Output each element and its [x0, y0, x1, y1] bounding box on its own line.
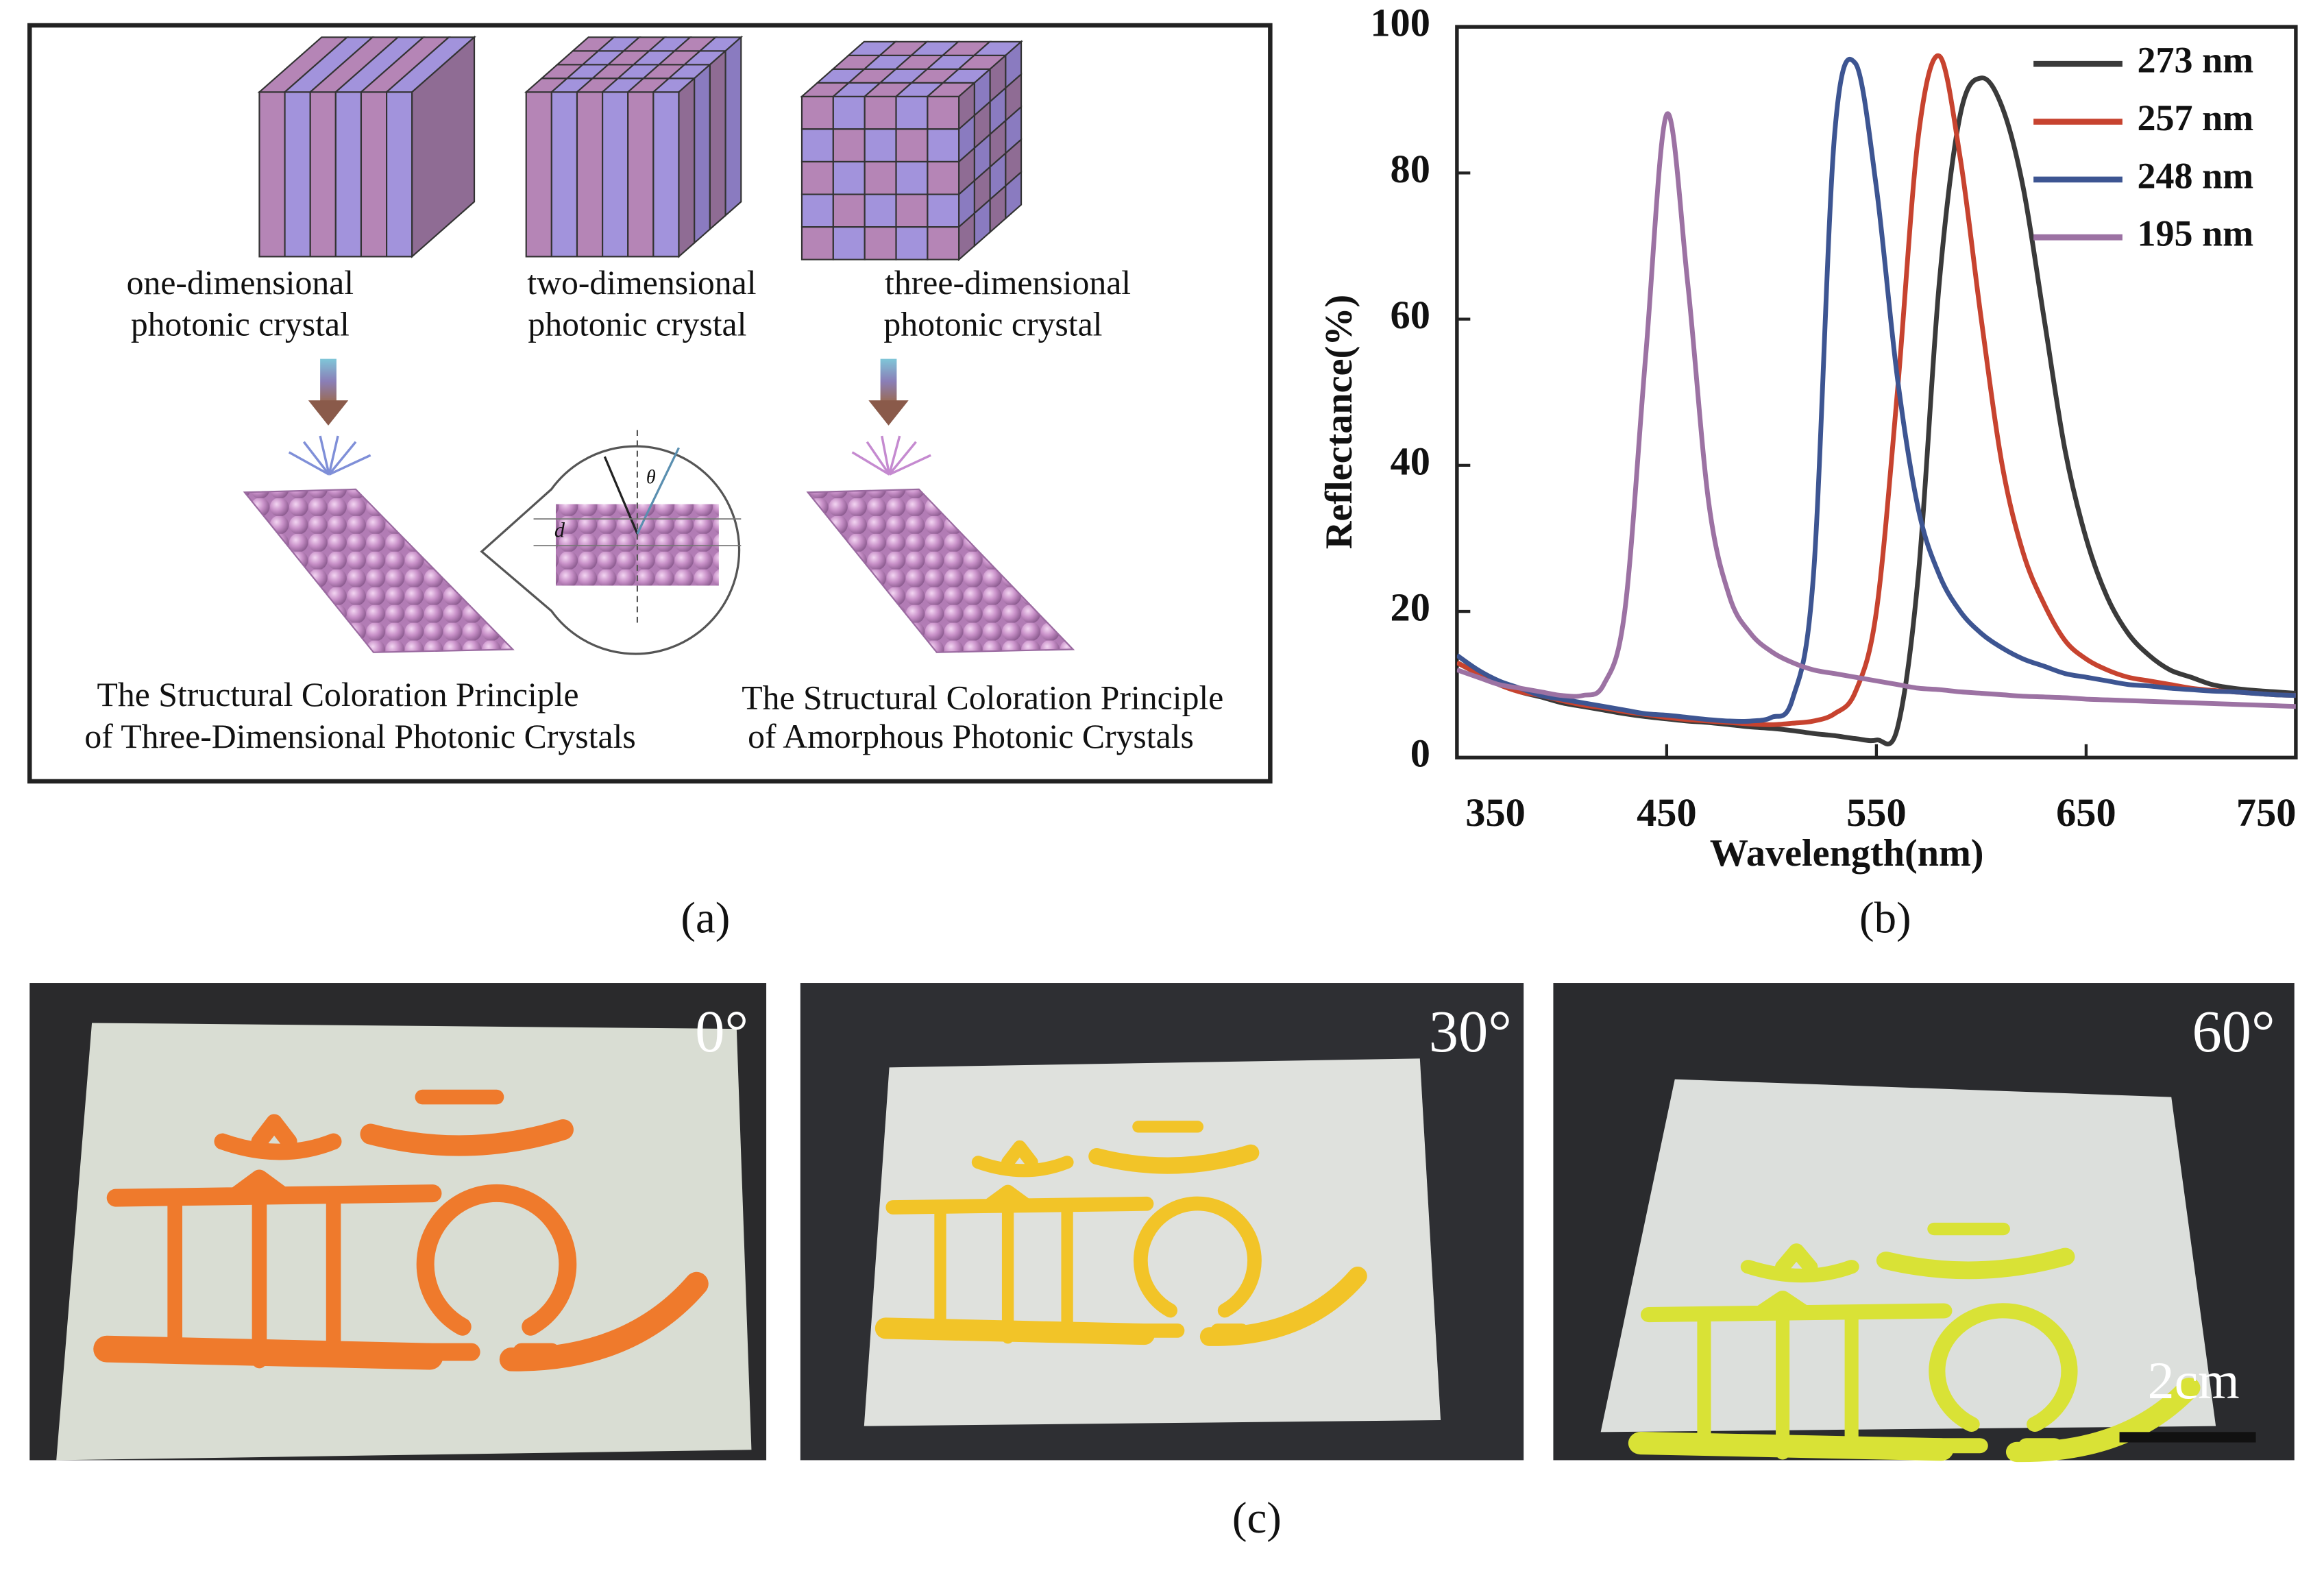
- cube-cell: [411, 35, 476, 258]
- sphere-lattice: [243, 488, 515, 653]
- cube-cell: [895, 193, 929, 228]
- y-tick-label: 20: [1391, 585, 1430, 629]
- angle-labels: 0° 30° 60° 2cm: [695, 999, 2275, 1410]
- amorphous-lattice: [806, 488, 1075, 653]
- principle-label: of Amorphous Photonic Crystals: [748, 718, 1194, 755]
- cube-cell: [927, 226, 960, 260]
- cube-cell: [800, 160, 834, 195]
- cube-cell: [895, 128, 929, 163]
- panel-label: (a): [681, 893, 730, 942]
- cube-cell: [1005, 170, 1023, 221]
- chart: 0 20 40 60 80 100 350 450 550 650 750 Wavelength(nm…: [1318, 1, 2298, 875]
- legend-label: 248 nm: [2138, 155, 2254, 196]
- cube-cell: [832, 193, 866, 228]
- cube-cell: [832, 128, 866, 163]
- cube-cell: [678, 76, 696, 258]
- cube-cell: [258, 91, 286, 258]
- cube-cell: [525, 91, 552, 258]
- cube-cell: [895, 160, 929, 195]
- cube-cell: [360, 91, 388, 258]
- crystal-label: photonic crystal: [528, 306, 746, 343]
- inset: d θ: [480, 430, 742, 655]
- cube-cell: [602, 91, 629, 258]
- cube-cell: [694, 62, 711, 245]
- cube-cell: [864, 193, 897, 228]
- y-tick-label: 60: [1391, 293, 1430, 337]
- photo: [1553, 983, 2295, 1460]
- y-tick-label: 80: [1391, 147, 1430, 191]
- cube-cell: [550, 91, 578, 258]
- cube-cell: [709, 49, 726, 231]
- cube-cell: [652, 91, 680, 258]
- x-tick-label: 450: [1637, 790, 1697, 835]
- crystal-label: photonic crystal: [883, 306, 1102, 343]
- photo: [800, 983, 1524, 1461]
- crystal-label: two-dimensional: [527, 264, 756, 302]
- legend-label: 273 nm: [2138, 40, 2254, 81]
- cube-cell: [832, 226, 866, 260]
- cube-cell: [800, 193, 834, 228]
- crystal-label: three-dimensional: [885, 264, 1131, 302]
- legend-label: 195 nm: [2138, 213, 2254, 254]
- y-tick-label: 100: [1370, 1, 1430, 45]
- angle-label: 60°: [2192, 999, 2275, 1064]
- inset-label: θ: [646, 467, 656, 488]
- angle-label: 0°: [695, 999, 748, 1064]
- cube-cell: [800, 95, 834, 130]
- x-tick-label: 650: [2056, 790, 2116, 835]
- panel-label: (c): [1232, 1493, 1282, 1543]
- principle-label: The Structural Coloration Principle: [742, 679, 1223, 717]
- y-tick-label: 40: [1391, 439, 1430, 483]
- cube-cell: [627, 91, 655, 258]
- crystal-label: one-dimensional: [127, 264, 354, 302]
- cube-cell: [864, 128, 897, 163]
- cube-cell: [334, 91, 363, 258]
- y-tick-label: 0: [1410, 731, 1430, 776]
- cube-cell: [832, 95, 866, 130]
- x-tick-label: 750: [2236, 790, 2297, 835]
- cube-cell: [927, 95, 960, 130]
- cube-cell: [800, 226, 834, 260]
- cube-cell: [284, 91, 311, 258]
- x-tick-label: 350: [1465, 790, 1526, 835]
- cube-cell: [864, 160, 897, 195]
- cube-cell: [832, 160, 866, 195]
- legend-label: 257 nm: [2138, 97, 2254, 138]
- series-line: [1456, 57, 2296, 724]
- cube-cell: [800, 128, 834, 163]
- cube-cell: [386, 91, 413, 258]
- cube-cell: [724, 35, 742, 217]
- cube-cell: [927, 128, 960, 163]
- scale-bar-label: 2cm: [2148, 1351, 2240, 1410]
- x-axis-label: Wavelength(nm): [1710, 832, 1984, 875]
- cube-cell: [895, 95, 929, 130]
- cube-cell: [309, 91, 337, 258]
- cube-cell: [864, 95, 897, 130]
- angle-label: 30°: [1429, 999, 1512, 1064]
- inset-label: d: [554, 519, 565, 542]
- x-tick-label: 550: [1846, 790, 1907, 835]
- panel-label: (b): [1859, 893, 1911, 942]
- cube-cell: [576, 91, 604, 258]
- series-line: [1456, 111, 2296, 709]
- y-axis-label: Reflectance(%): [1318, 295, 1360, 549]
- cube-cell: [895, 226, 929, 260]
- photo: [29, 983, 767, 1461]
- cube-cell: [864, 226, 897, 260]
- crystal-label: photonic crystal: [131, 306, 350, 343]
- incident-beams: [288, 358, 931, 476]
- cube-cell: [927, 193, 960, 228]
- cube-cell: [927, 160, 960, 195]
- crystal-cubes: [257, 35, 1023, 262]
- principle-label: of Three-Dimensional Photonic Crystals: [84, 718, 635, 755]
- principle-label: The Structural Coloration Principle: [97, 676, 579, 714]
